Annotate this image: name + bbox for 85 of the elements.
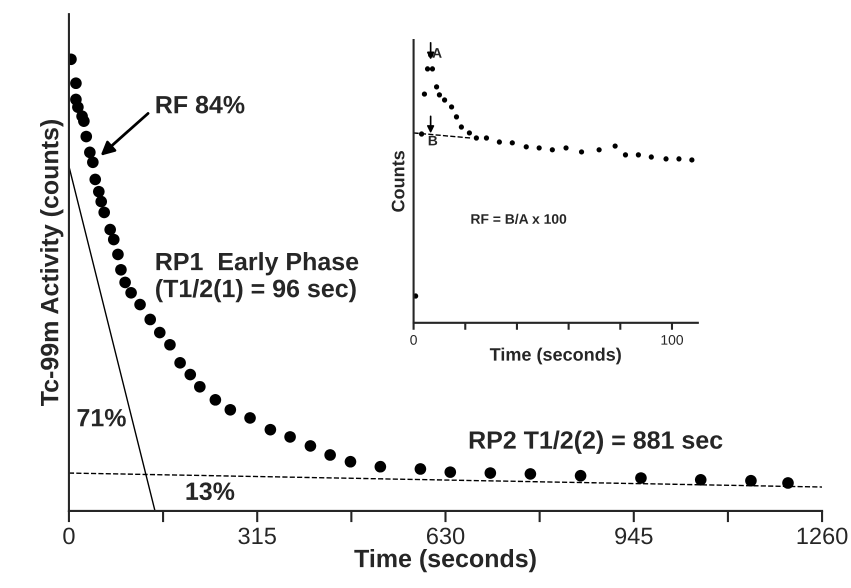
point <box>612 143 618 149</box>
point <box>424 66 430 72</box>
point <box>125 286 137 299</box>
point <box>284 431 296 443</box>
x-tick-label: 100 <box>661 334 684 345</box>
point <box>210 394 222 406</box>
annotation: RF 84% <box>156 96 244 114</box>
point <box>422 91 428 97</box>
point <box>98 206 110 218</box>
point <box>442 97 448 103</box>
point <box>194 380 206 393</box>
x-axis-title: Time (seconds) <box>490 348 621 364</box>
point <box>466 130 472 136</box>
point <box>134 298 146 310</box>
point <box>444 466 456 478</box>
point <box>70 77 82 90</box>
point <box>694 474 707 486</box>
annotation: RP2 T1/2(2) = 881 sec <box>470 430 722 454</box>
point <box>550 147 555 152</box>
point <box>484 467 496 479</box>
point <box>496 139 502 145</box>
x-tick-label: 0 <box>410 334 417 345</box>
point <box>536 145 542 151</box>
point <box>119 276 131 288</box>
point <box>524 144 529 150</box>
point <box>578 149 584 155</box>
point <box>87 156 99 168</box>
annotation: RF = B/A x 100 <box>471 214 566 224</box>
point <box>78 115 90 127</box>
x-tick-label: 945 <box>615 528 652 544</box>
point <box>745 474 757 487</box>
y-axis-title: Counts <box>392 151 404 212</box>
point <box>689 157 694 163</box>
point <box>563 145 569 151</box>
point <box>434 84 440 90</box>
point <box>596 147 602 152</box>
point <box>344 456 356 468</box>
point <box>72 101 84 113</box>
point <box>80 130 92 142</box>
point <box>224 404 236 416</box>
annotation: 71% <box>78 408 126 426</box>
point <box>574 470 586 482</box>
point <box>484 135 490 141</box>
point <box>635 472 647 484</box>
point <box>648 154 654 160</box>
point <box>95 196 108 208</box>
point <box>84 146 96 158</box>
annotation: RP1 Early Phase (T1/2(1) = 96 sec) <box>156 252 358 302</box>
point <box>164 338 176 351</box>
point <box>454 114 460 120</box>
x-tick-label: 315 <box>238 528 276 544</box>
point <box>154 326 166 338</box>
point <box>636 152 641 158</box>
y-axis-title: Tc-99m Activity (counts) <box>40 120 64 406</box>
point <box>104 224 116 236</box>
point <box>663 156 669 162</box>
x-axis-title: Time (seconds) <box>354 548 536 572</box>
point <box>374 460 386 473</box>
point <box>622 152 628 158</box>
point <box>112 248 124 260</box>
point <box>93 186 105 198</box>
annotation: B <box>428 136 438 146</box>
point <box>448 104 454 110</box>
point <box>524 468 536 480</box>
annotation: 13% <box>186 482 234 500</box>
point <box>510 140 515 146</box>
point <box>115 264 127 276</box>
point <box>324 449 336 461</box>
point <box>436 92 442 98</box>
point <box>430 66 436 72</box>
point <box>174 357 186 369</box>
x-tick-label: 630 <box>427 528 464 544</box>
x-tick-label: 1260 <box>798 528 848 544</box>
x-tick-label: 0 <box>63 528 75 544</box>
point <box>414 463 426 475</box>
point <box>304 440 316 452</box>
point <box>89 174 102 186</box>
point <box>264 424 276 436</box>
point <box>108 234 120 246</box>
point <box>184 368 196 380</box>
point <box>458 124 464 130</box>
point <box>676 156 682 162</box>
point <box>244 412 256 424</box>
point <box>474 135 479 141</box>
point <box>144 314 156 326</box>
